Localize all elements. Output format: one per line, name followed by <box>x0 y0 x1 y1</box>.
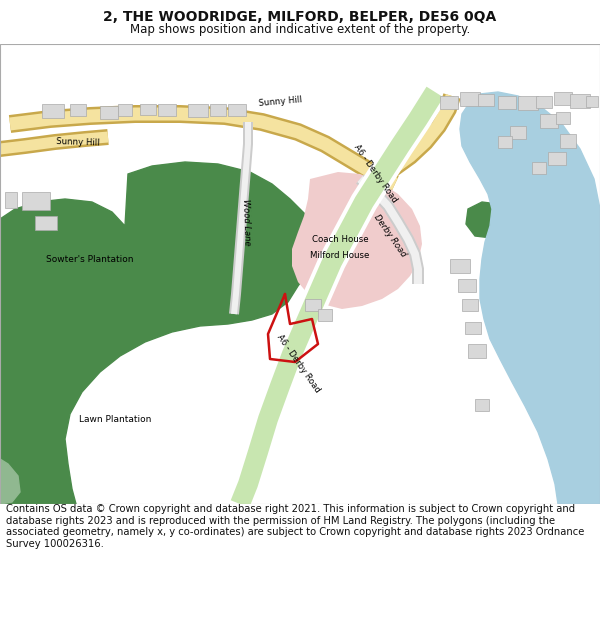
Bar <box>70 104 86 116</box>
Bar <box>478 94 494 106</box>
Text: Milford House: Milford House <box>310 251 370 261</box>
Polygon shape <box>9 105 399 192</box>
Bar <box>586 96 598 107</box>
Text: Wood Lane: Wood Lane <box>241 199 251 246</box>
Text: A6 - Derby Road: A6 - Derby Road <box>275 333 322 395</box>
Polygon shape <box>231 87 443 508</box>
Polygon shape <box>292 172 422 309</box>
Bar <box>548 152 566 165</box>
Bar <box>518 96 538 110</box>
Text: Sunny Hill: Sunny Hill <box>258 96 302 108</box>
Bar <box>475 399 489 411</box>
Bar <box>188 104 208 117</box>
Text: Sunny Hill: Sunny Hill <box>56 137 100 148</box>
Bar <box>210 104 226 116</box>
Polygon shape <box>460 92 600 504</box>
Bar <box>536 96 552 108</box>
Bar <box>22 192 50 210</box>
Polygon shape <box>375 94 458 182</box>
Polygon shape <box>0 131 109 154</box>
Text: Derby Road: Derby Road <box>372 213 408 259</box>
Bar <box>118 104 132 116</box>
Polygon shape <box>231 122 251 314</box>
Bar <box>510 126 526 139</box>
Polygon shape <box>9 107 398 190</box>
Bar <box>35 216 57 230</box>
Polygon shape <box>358 176 422 284</box>
Bar <box>140 104 156 115</box>
Bar <box>305 299 321 311</box>
Bar <box>5 192 17 208</box>
Text: Contains OS data © Crown copyright and database right 2021. This information is : Contains OS data © Crown copyright and d… <box>6 504 584 549</box>
Bar <box>556 112 570 124</box>
Text: Map shows position and indicative extent of the property.: Map shows position and indicative extent… <box>130 23 470 36</box>
Polygon shape <box>227 84 447 509</box>
Polygon shape <box>466 202 508 238</box>
Bar <box>158 104 176 116</box>
Bar <box>42 104 64 118</box>
Polygon shape <box>0 459 20 504</box>
Text: 2, THE WOODRIDGE, MILFORD, BELPER, DE56 0QA: 2, THE WOODRIDGE, MILFORD, BELPER, DE56 … <box>103 9 497 24</box>
Text: Sowter's Plantation: Sowter's Plantation <box>46 254 134 264</box>
Polygon shape <box>0 162 322 504</box>
Bar <box>228 104 246 116</box>
Bar <box>498 136 512 148</box>
Bar <box>465 322 481 334</box>
Text: A6 - Derby Road: A6 - Derby Road <box>352 143 398 205</box>
Text: Lawn Plantation: Lawn Plantation <box>79 414 151 424</box>
Bar <box>540 114 558 128</box>
Bar <box>450 259 470 273</box>
Bar <box>570 94 590 108</box>
Bar <box>498 96 516 109</box>
Bar <box>100 106 118 119</box>
Bar <box>460 92 480 106</box>
Bar <box>458 279 476 292</box>
Bar <box>532 162 546 174</box>
Polygon shape <box>0 129 109 157</box>
Bar <box>468 344 486 358</box>
Bar <box>318 309 332 321</box>
Bar <box>440 96 458 109</box>
Text: Coach House: Coach House <box>311 234 368 244</box>
Bar <box>462 299 478 311</box>
Polygon shape <box>356 174 424 284</box>
Polygon shape <box>374 93 461 184</box>
Bar <box>554 92 572 105</box>
Bar <box>560 134 576 148</box>
Polygon shape <box>229 122 253 314</box>
